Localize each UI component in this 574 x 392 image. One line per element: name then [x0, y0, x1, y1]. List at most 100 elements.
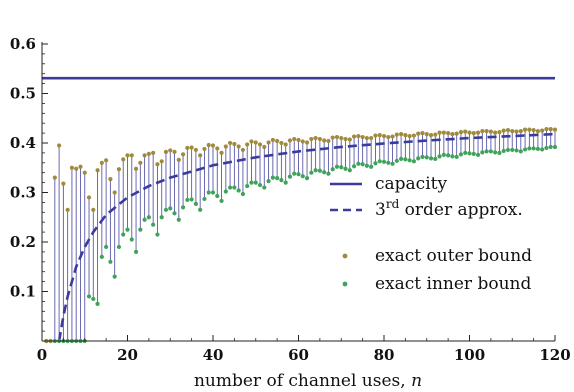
outer-bound-point — [424, 131, 429, 137]
inner-bound-point — [287, 174, 293, 179]
outer-bound-point — [450, 131, 455, 137]
inner-bound-point — [104, 244, 109, 250]
inner-bound-point — [206, 190, 211, 195]
outer-bound-point — [206, 142, 211, 148]
inner-bound-point — [399, 156, 404, 161]
outer-bound-point — [403, 132, 408, 138]
inner-bound-point — [266, 179, 271, 184]
inner-bound-point — [407, 158, 412, 163]
inner-bound-point — [347, 168, 352, 173]
outer-bound-point — [330, 135, 335, 140]
outer-bound-point — [544, 127, 549, 132]
outer-bound-point — [249, 139, 254, 144]
x-tick-label: 0 — [37, 346, 47, 364]
series-lines — [42, 76, 556, 342]
outer-bound-point — [86, 195, 92, 200]
inner-bound-point — [176, 217, 181, 222]
outer-bound-point — [437, 130, 442, 135]
inner-bound-point — [198, 207, 203, 212]
outer-bound-point — [176, 157, 181, 162]
outer-bound-point — [416, 131, 421, 136]
outer-bound-point — [240, 147, 246, 153]
outer-bound-point — [326, 138, 331, 144]
outer-bound-point — [91, 207, 96, 212]
inner-bound-point — [351, 164, 357, 169]
outer-bound-point — [317, 136, 322, 142]
inner-bound-point — [215, 193, 220, 199]
x-tick-label: 100 — [454, 346, 485, 364]
outer-bound-point — [351, 134, 357, 139]
inner-bound-point — [185, 197, 190, 203]
outer-bound-point — [446, 131, 451, 136]
inner-bound-point — [168, 206, 173, 211]
outer-bound-point — [228, 140, 233, 146]
outer-bound-point — [407, 133, 412, 139]
inner-bound-point — [313, 168, 318, 173]
inner-bound-point — [99, 254, 104, 259]
outer-bound-point — [548, 127, 553, 132]
outer-bound-point — [151, 150, 156, 155]
inner-bound-point — [540, 147, 545, 152]
inner-bound-point — [518, 149, 523, 154]
outer-bound-point — [471, 131, 476, 136]
outer-bound-point — [180, 152, 186, 157]
outer-bound-point — [480, 129, 485, 134]
inner-bound-point — [219, 198, 224, 204]
inner-bound-point — [497, 150, 502, 155]
outer-bound-point — [493, 130, 498, 135]
inner-bound-point — [95, 301, 100, 306]
inner-bound-point — [330, 167, 335, 172]
outer-bound-point — [518, 129, 523, 134]
outer-bound-point — [390, 134, 395, 139]
outer-bound-point — [236, 144, 241, 149]
inner-bound-point — [454, 154, 459, 159]
outer-bound-point — [475, 130, 481, 135]
inner-bound-point — [86, 294, 92, 299]
legend-marker — [342, 253, 348, 259]
outer-bound-point — [202, 146, 207, 152]
inner-bound-point — [296, 172, 301, 177]
outer-bound-point — [125, 153, 130, 158]
inner-bound-point — [125, 227, 130, 232]
inner-bound-point — [416, 156, 421, 161]
outer-bound-point — [484, 129, 489, 134]
outer-bound-point — [334, 134, 340, 140]
inner-bound-point — [411, 159, 417, 164]
inner-bound-point — [381, 159, 387, 164]
outer-bound-point — [219, 150, 224, 155]
inner-bound-point — [403, 157, 408, 162]
outer-bound-point — [292, 136, 297, 142]
inner-bound-point — [112, 274, 117, 279]
outer-bound-point — [428, 132, 434, 138]
y-tick-label: 0.4 — [10, 134, 36, 152]
outer-bound-point — [57, 143, 62, 148]
outer-bound-point — [189, 145, 194, 150]
inner-bound-point — [493, 150, 498, 155]
inner-bound-point — [334, 164, 340, 169]
outer-bound-point — [257, 142, 263, 147]
inner-bound-point — [527, 146, 532, 151]
inner-bound-point — [322, 170, 327, 175]
outer-bound-point — [159, 159, 164, 164]
outer-bound-point — [210, 143, 216, 148]
outer-bound-point — [296, 137, 301, 143]
inner-bound-point — [339, 165, 344, 170]
inner-bound-point — [249, 180, 254, 185]
inner-bound-point — [364, 163, 369, 168]
outer-bound-point — [463, 129, 468, 134]
outer-bound-point — [138, 160, 143, 165]
outer-bound-point — [360, 134, 365, 140]
inner-bound-point — [463, 150, 468, 155]
inner-bound-point — [202, 196, 207, 202]
outer-bound-point — [433, 132, 438, 137]
outer-bound-point — [540, 128, 545, 133]
inner-bound-point — [420, 154, 425, 159]
inner-bound-point — [441, 152, 446, 157]
inner-bound-point — [232, 185, 237, 190]
inner-bound-point — [283, 180, 288, 185]
outer-bound-point — [287, 138, 293, 143]
outer-bound-point — [232, 141, 237, 147]
outer-bound-point — [313, 135, 318, 141]
inner-bound-point — [116, 244, 122, 250]
outer-bound-point — [108, 177, 113, 182]
